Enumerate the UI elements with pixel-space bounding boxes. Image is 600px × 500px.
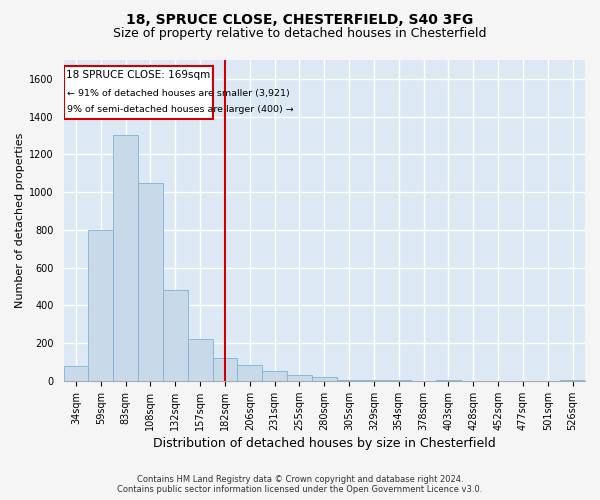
Bar [337, 380, 362, 381]
Bar [238, 365, 262, 381]
Bar [262, 372, 287, 381]
Text: 18, SPRUCE CLOSE, CHESTERFIELD, S40 3FG: 18, SPRUCE CLOSE, CHESTERFIELD, S40 3FG [127, 12, 473, 26]
Bar [560, 380, 585, 381]
X-axis label: Distribution of detached houses by size in Chesterfield: Distribution of detached houses by size … [153, 437, 496, 450]
Bar [212, 358, 238, 381]
Y-axis label: Number of detached properties: Number of detached properties [15, 132, 25, 308]
Bar [64, 66, 212, 118]
Bar [312, 377, 337, 381]
Bar [188, 340, 212, 381]
Bar [113, 136, 138, 381]
Bar [287, 375, 312, 381]
Bar [88, 230, 113, 381]
Text: Contains HM Land Registry data © Crown copyright and database right 2024.
Contai: Contains HM Land Registry data © Crown c… [118, 474, 482, 494]
Bar [138, 182, 163, 381]
Bar [362, 380, 386, 381]
Text: Size of property relative to detached houses in Chesterfield: Size of property relative to detached ho… [113, 28, 487, 40]
Bar [163, 290, 188, 381]
Text: 9% of semi-detached houses are larger (400) →: 9% of semi-detached houses are larger (4… [67, 106, 294, 114]
Text: 18 SPRUCE CLOSE: 169sqm: 18 SPRUCE CLOSE: 169sqm [66, 70, 210, 80]
Text: ← 91% of detached houses are smaller (3,921): ← 91% of detached houses are smaller (3,… [67, 90, 290, 98]
Bar [64, 366, 88, 381]
